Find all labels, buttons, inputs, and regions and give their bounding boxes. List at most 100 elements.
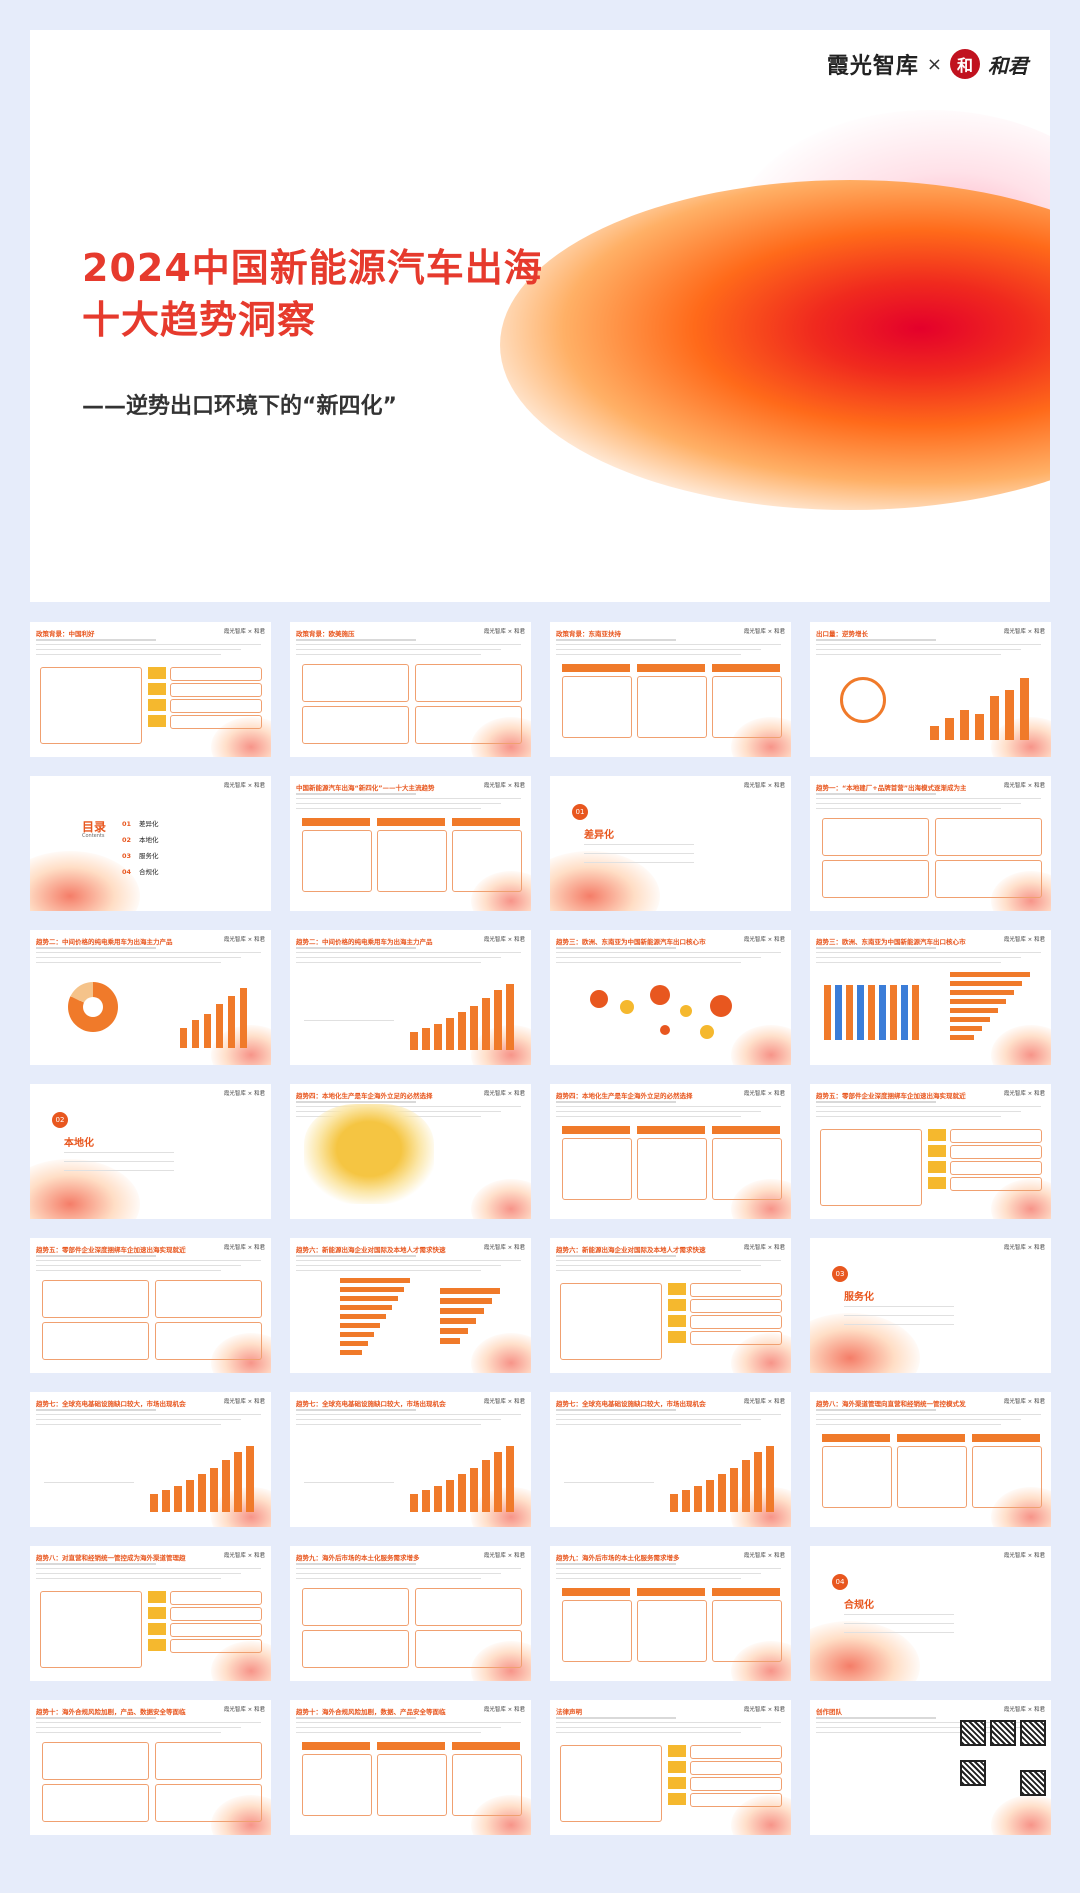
table-row <box>170 1607 262 1621</box>
slide-thumbnail[interactable]: 出口量：逆势增长 霞光智库 × 和君 <box>810 622 1051 757</box>
slide-thumbnail[interactable]: 趋势四：本地化生产是车企海外立足的必然选择 霞光智库 × 和君 <box>290 1084 531 1219</box>
slide-thumbnail[interactable]: 02 本地化 霞光智库 × 和君 <box>30 1084 271 1219</box>
slide-thumbnail[interactable]: 04 合规化 霞光智库 × 和君 <box>810 1546 1051 1681</box>
slide-thumbnail[interactable]: 创作团队 霞光智库 × 和君 <box>810 1700 1051 1835</box>
text-line <box>556 644 781 645</box>
table-row <box>690 1299 782 1313</box>
slide-thumbnail[interactable]: 趋势十：海外合规风险加剧，数据、产品安全等面临风险 霞光智库 × 和君 <box>290 1700 531 1835</box>
slide-thumbnail[interactable]: 目录 Contents 01 差异化 02 本地化 03 服务化 04 合规化 霞光智库 × 和君 <box>30 776 271 911</box>
slide-thumbnail[interactable]: 政策背景：中国利好 霞光智库 × 和君 <box>30 622 271 757</box>
slide-thumbnail[interactable]: 趋势三：欧洲、东南亚为中国新能源汽车出口核心市场 霞光智库 × 和君 <box>550 930 791 1065</box>
slide-thumbnail[interactable]: 趋势二：中间价格的纯电乘用车为出海主力产品 霞光智库 × 和君 <box>30 930 271 1065</box>
slide-thumbnail[interactable]: 趋势八：对直营和经销统一管控成为海外渠道管理趋势 霞光智库 × 和君 <box>30 1546 271 1681</box>
toc-item-label: 本地化 <box>139 836 159 844</box>
slide-logo: 霞光智库 × 和君 <box>1003 1553 1045 1559</box>
slide-header: 法律声明 <box>556 1708 582 1716</box>
table-cell <box>928 1177 946 1189</box>
slide-thumbnail[interactable]: 趋势七：全球充电基础设施缺口较大，市场出现机会拐点 霞光智库 × 和君 <box>30 1392 271 1527</box>
slide-thumbnail[interactable]: 政策背景：欧美施压 霞光智库 × 和君 <box>290 622 531 757</box>
chart-bar <box>228 996 235 1048</box>
section-number: 01 <box>572 804 588 820</box>
chart-axis <box>44 1482 134 1483</box>
cycle-diagram <box>840 677 886 723</box>
slide-thumbnail[interactable]: 趋势九：海外后市场的本土化服务需求增多 霞光智库 × 和君 <box>290 1546 531 1681</box>
text-line <box>296 1414 521 1415</box>
slide-header: 趋势七：全球充电基础设施缺口较大，市场出现机会拐点 <box>36 1400 186 1408</box>
slide-thumbnail[interactable]: 趋势七：全球充电基础设施缺口较大，市场出现机会拐点 霞光智库 × 和君 <box>550 1392 791 1527</box>
table-row <box>690 1315 782 1329</box>
slide-thumbnail[interactable]: 政策背景：东南亚扶持 霞光智库 × 和君 <box>550 622 791 757</box>
header-rule <box>816 1101 936 1103</box>
slide-thumbnail[interactable]: 趋势五：零部件企业深度捆绑车企加速出海实现就近配套 霞光智库 × 和君 <box>810 1084 1051 1219</box>
text-line <box>296 1722 521 1723</box>
slide-thumbnail[interactable]: 趋势八：海外渠道管理向直营和经销统一管控模式发展 霞光智库 × 和君 <box>810 1392 1051 1527</box>
column-header <box>377 1742 445 1750</box>
slide-thumbnail[interactable]: 03 服务化 霞光智库 × 和君 <box>810 1238 1051 1373</box>
chart-bar <box>150 1494 158 1512</box>
table-row <box>170 1591 262 1605</box>
header-rule <box>556 1101 676 1103</box>
card <box>42 1784 149 1822</box>
partner-seal-icon: 和 <box>950 49 980 79</box>
stacked-bar <box>835 985 842 1040</box>
slide-thumbnail[interactable]: 趋势六：新能源出海企业对国际及本地人才需求快速增长 霞光智库 × 和君 <box>290 1238 531 1373</box>
chart-bar <box>198 1474 206 1512</box>
text-line <box>556 952 781 953</box>
section-name: 本地化 <box>64 1138 94 1149</box>
chart-bar <box>446 1480 454 1512</box>
slide-logo: 霞光智库 × 和君 <box>223 1399 265 1405</box>
hbar <box>950 972 1030 977</box>
chart-bar <box>494 1452 502 1512</box>
slide-header: 趋势一：“本地建厂+品牌首营”出海模式逐渐成为主流 <box>816 784 966 792</box>
chart-bar <box>718 1474 726 1512</box>
slide-thumbnail[interactable]: 趋势四：本地化生产是车企海外立足的必然选择 霞光智库 × 和君 <box>550 1084 791 1219</box>
slide-logo: 霞光智库 × 和君 <box>483 937 525 943</box>
column-body <box>637 676 707 738</box>
slide-thumbnail[interactable]: 趋势六：新能源出海企业对国际及本地人才需求快速增长 霞光智库 × 和君 <box>550 1238 791 1373</box>
text-line <box>816 644 1041 645</box>
stacked-bar <box>912 985 919 1040</box>
slide-thumbnail[interactable]: 法律声明 霞光智库 × 和君 <box>550 1700 791 1835</box>
header-rule <box>556 1563 676 1565</box>
corner-gradient <box>471 1333 531 1373</box>
column-header <box>302 818 370 826</box>
slide-thumbnail[interactable]: 趋势五：零部件企业深度捆绑车企加速出海实现就近配套 霞光智库 × 和君 <box>30 1238 271 1373</box>
chart-bar <box>482 1460 490 1512</box>
chart-axis <box>304 1482 394 1483</box>
card <box>302 664 409 702</box>
hbar <box>950 1026 982 1031</box>
qr-code <box>1020 1720 1046 1746</box>
chart-bar <box>930 726 939 740</box>
text-line <box>36 1260 261 1261</box>
slide-thumbnail[interactable]: 趋势一：“本地建厂+品牌首营”出海模式逐渐成为主流 霞光智库 × 和君 <box>810 776 1051 911</box>
corner-gradient <box>991 1795 1051 1835</box>
chart-bar <box>682 1490 690 1512</box>
text-line <box>36 644 261 645</box>
column-body <box>302 830 372 892</box>
slide-thumbnail[interactable]: 趋势七：全球充电基础设施缺口较大，市场出现机会拐点 霞光智库 × 和君 <box>290 1392 531 1527</box>
column-body <box>712 1138 782 1200</box>
table-cell <box>928 1145 946 1157</box>
slide-thumbnail[interactable]: 趋势九：海外后市场的本土化服务需求增多 霞光智库 × 和君 <box>550 1546 791 1681</box>
table-cell <box>668 1283 686 1295</box>
table-row <box>950 1145 1042 1159</box>
slide-thumbnail[interactable]: 01 差异化 霞光智库 × 和君 <box>550 776 791 911</box>
column-body <box>452 1754 522 1816</box>
slide-thumbnail[interactable]: 中国新能源汽车出海“新四化”——十大主流趋势 霞光智库 × 和君 <box>290 776 531 911</box>
text-line <box>844 1324 954 1325</box>
table-cell <box>668 1315 686 1327</box>
slide-thumbnail[interactable]: 趋势三：欧洲、东南亚为中国新能源汽车出口核心市场 霞光智库 × 和君 <box>810 930 1051 1065</box>
slide-thumbnail[interactable]: 趋势十：海外合规风险加剧，产品、数据安全等面临风险 霞光智库 × 和君 <box>30 1700 271 1835</box>
text-line <box>816 798 1041 799</box>
header-rule <box>296 793 416 795</box>
text-line <box>844 1632 954 1633</box>
stacked-bar <box>857 985 864 1040</box>
section-number: 02 <box>52 1112 68 1128</box>
card <box>415 1588 522 1626</box>
chart-bar <box>945 718 954 740</box>
cover-gradient-orange <box>500 180 1050 510</box>
table-cell <box>148 715 166 727</box>
chart-bar <box>742 1460 750 1512</box>
slide-header: 趋势十：海外合规风险加剧，数据、产品安全等面临风险 <box>296 1708 446 1716</box>
slide-thumbnail[interactable]: 趋势二：中间价格的纯电乘用车为出海主力产品 霞光智库 × 和君 <box>290 930 531 1065</box>
